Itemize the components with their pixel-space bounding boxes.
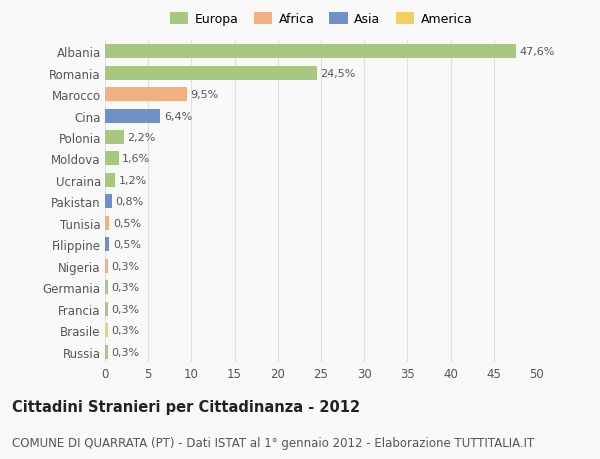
Bar — [105, 324, 107, 337]
Text: 1,6%: 1,6% — [122, 154, 151, 164]
Text: COMUNE DI QUARRATA (PT) - Dati ISTAT al 1° gennaio 2012 - Elaborazione TUTTITALI: COMUNE DI QUARRATA (PT) - Dati ISTAT al … — [12, 436, 534, 449]
Text: 47,6%: 47,6% — [520, 47, 555, 57]
Bar — [105, 45, 516, 59]
Bar — [105, 195, 112, 209]
Text: 0,3%: 0,3% — [111, 283, 139, 293]
Bar — [105, 174, 115, 188]
Bar — [105, 345, 107, 359]
Bar — [105, 88, 187, 102]
Bar — [105, 67, 317, 80]
Text: 0,5%: 0,5% — [113, 240, 141, 250]
Text: 0,3%: 0,3% — [111, 325, 139, 336]
Bar — [105, 217, 109, 230]
Legend: Europa, Africa, Asia, America: Europa, Africa, Asia, America — [167, 11, 475, 28]
Text: 0,3%: 0,3% — [111, 347, 139, 357]
Bar — [105, 152, 119, 166]
Bar — [105, 238, 109, 252]
Text: 1,2%: 1,2% — [119, 175, 147, 185]
Text: Cittadini Stranieri per Cittadinanza - 2012: Cittadini Stranieri per Cittadinanza - 2… — [12, 399, 360, 414]
Text: 0,8%: 0,8% — [115, 197, 143, 207]
Text: 24,5%: 24,5% — [320, 68, 356, 78]
Bar — [105, 302, 107, 316]
Bar — [105, 259, 107, 273]
Text: 0,3%: 0,3% — [111, 261, 139, 271]
Text: 0,3%: 0,3% — [111, 304, 139, 314]
Bar — [105, 280, 107, 295]
Bar — [105, 109, 160, 123]
Bar — [105, 131, 124, 145]
Text: 6,4%: 6,4% — [164, 111, 192, 121]
Text: 2,2%: 2,2% — [127, 133, 156, 143]
Text: 0,5%: 0,5% — [113, 218, 141, 229]
Text: 9,5%: 9,5% — [191, 90, 219, 100]
